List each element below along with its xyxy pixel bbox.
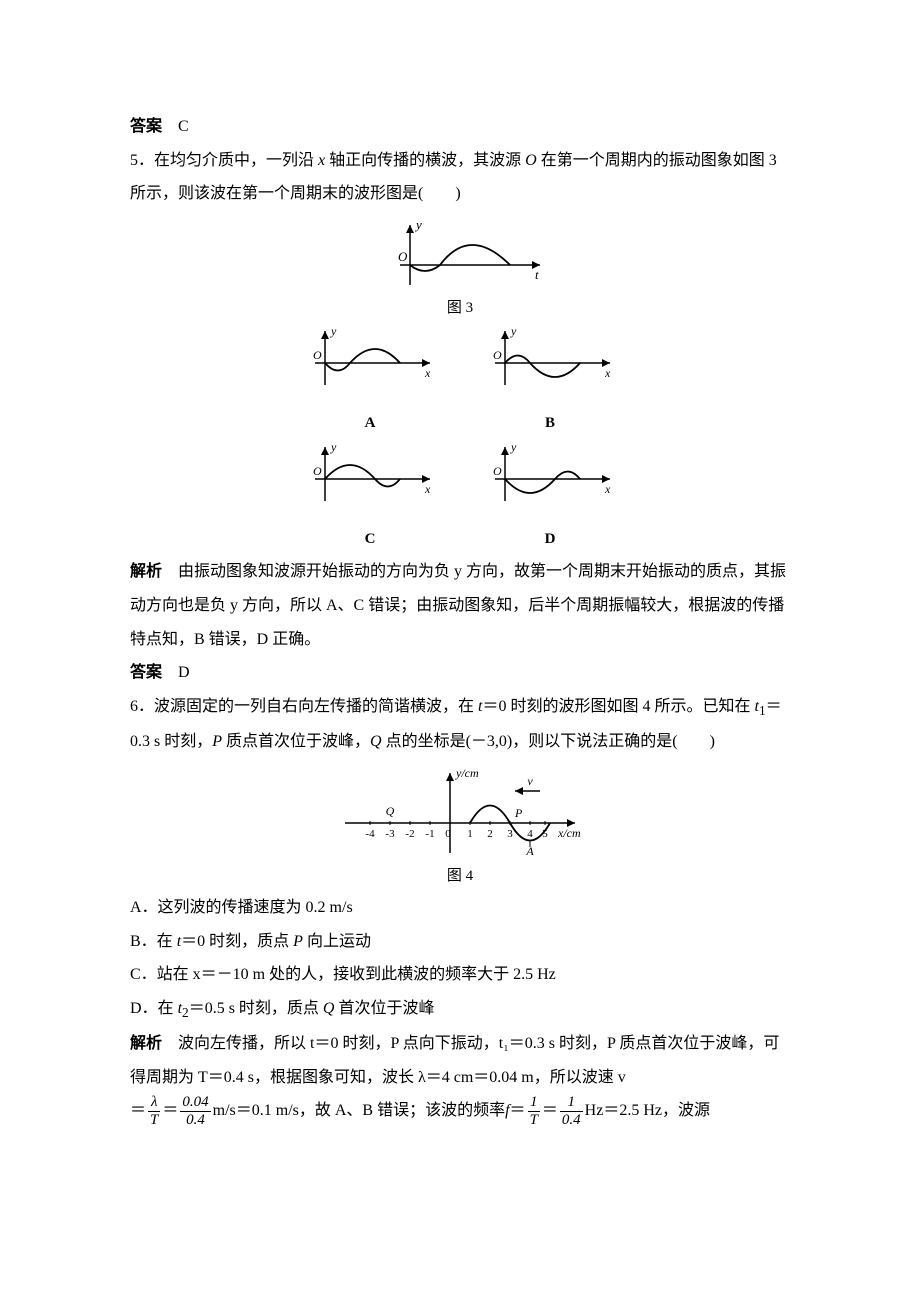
figure-3-svg: y t O bbox=[370, 215, 550, 295]
svg-text:0: 0 bbox=[445, 828, 451, 840]
svg-text:O: O bbox=[493, 464, 502, 478]
fraction-1-04: 1 0.4 bbox=[558, 1094, 585, 1128]
q6-option-C: C．站在 x＝－10 m 处的人，接收到此横波的频率大于 2.5 Hz bbox=[130, 958, 790, 992]
q5-analysis: 解析 由振动图象知波源开始振动的方向为负 y 方向，故第一个周期末开始振动的质点… bbox=[130, 555, 790, 656]
analysis-label: 解析 bbox=[130, 1035, 162, 1052]
q6-text1: 波源固定的一列自右向左传播的简谐横波，在 bbox=[154, 698, 478, 715]
figure-4-svg: -4 -3 -2 -1 0 1 2 3 4 5 bbox=[330, 763, 590, 863]
q5-Ovar: O bbox=[525, 152, 537, 169]
q6-equation-line: ＝ λ T ＝ 0.04 0.4 m/s＝0.1 m/s，故 A、B 错误；该波… bbox=[130, 1094, 790, 1128]
figure-3: y t O 图 3 bbox=[130, 215, 790, 320]
svg-text:y: y bbox=[330, 440, 337, 454]
question-5-stem: 5．在均匀介质中，一列沿 x 轴正向传播的横波，其波源 O 在第一个周期内的振动… bbox=[130, 144, 790, 211]
q6-option-A: A．这列波的传播速度为 0.2 m/s bbox=[130, 891, 790, 925]
svg-text:-4: -4 bbox=[365, 828, 375, 840]
q5-option-C: y x O C bbox=[300, 439, 440, 555]
q5-number: 5． bbox=[130, 152, 154, 169]
svg-text:x: x bbox=[424, 366, 431, 380]
figure-4-label: 图 4 bbox=[130, 865, 790, 888]
question-6-stem: 6．波源固定的一列自右向左传播的简谐横波，在 t＝0 时刻的波形图如图 4 所示… bbox=[130, 690, 790, 759]
answer-block-5: 答案 D bbox=[130, 656, 790, 690]
option-A-label: A bbox=[300, 408, 440, 440]
svg-text:y: y bbox=[510, 440, 517, 454]
q6-Qvar: Q bbox=[370, 733, 382, 750]
svg-text:y/cm: y/cm bbox=[455, 766, 479, 780]
svg-text:2: 2 bbox=[487, 828, 493, 840]
svg-text:-1: -1 bbox=[425, 828, 434, 840]
option-D-label: D bbox=[480, 524, 620, 556]
q5-option-B: y x O B bbox=[480, 323, 620, 439]
svg-text:O: O bbox=[313, 348, 322, 362]
q6-text4: 质点首次位于波峰， bbox=[222, 733, 370, 750]
q6-Pvar: P bbox=[212, 733, 222, 750]
svg-text:P: P bbox=[514, 806, 523, 820]
svg-text:O: O bbox=[493, 348, 502, 362]
q6-number: 6． bbox=[130, 698, 154, 715]
svg-text:v: v bbox=[527, 774, 533, 788]
figure-3-label: 图 3 bbox=[130, 297, 790, 320]
svg-text:x: x bbox=[424, 482, 431, 496]
q6-option-D: D．在 t2＝0.5 s 时刻，质点 Q 首次位于波峰 bbox=[130, 992, 790, 1027]
q5-options-row2: y x O C y x O D bbox=[130, 439, 790, 555]
svg-text:1: 1 bbox=[467, 828, 473, 840]
svg-text:4: 4 bbox=[527, 828, 533, 840]
svg-text:t: t bbox=[535, 267, 539, 282]
answer-value: D bbox=[178, 664, 190, 681]
q5-analysis-text: 由振动图象知波源开始振动的方向为负 y 方向，故第一个周期末开始振动的质点，其振… bbox=[130, 563, 786, 647]
q6-analysis-1: 解析 波向左传播，所以 t＝0 时刻，P 点向下振动，t₁＝0.3 s 时刻，P… bbox=[130, 1027, 790, 1094]
answer-label: 答案 bbox=[130, 118, 162, 135]
svg-text:-3: -3 bbox=[385, 828, 395, 840]
figure-4: -4 -3 -2 -1 0 1 2 3 4 5 bbox=[130, 763, 790, 888]
q5-option-D: y x O D bbox=[480, 439, 620, 555]
q6-text5: 点的坐标是(－3,0)，则以下说法正确的是( ) bbox=[382, 733, 715, 750]
svg-text:-2: -2 bbox=[405, 828, 414, 840]
q5-text2: 轴正向传播的横波，其波源 bbox=[325, 152, 525, 169]
option-C-label: C bbox=[300, 524, 440, 556]
svg-text:y: y bbox=[414, 217, 422, 232]
svg-text:y: y bbox=[510, 324, 517, 338]
document-page: 答案 C 5．在均匀介质中，一列沿 x 轴正向传播的横波，其波源 O 在第一个周… bbox=[0, 0, 920, 1302]
q6-t1sub: 1 bbox=[759, 703, 766, 718]
answer-value: C bbox=[178, 118, 189, 135]
svg-text:O: O bbox=[398, 249, 408, 264]
answer-label: 答案 bbox=[130, 664, 162, 681]
fraction-1-T: 1 T bbox=[526, 1094, 542, 1128]
q5-options-row1: y x O A y x O B bbox=[130, 323, 790, 439]
q6-text2: ＝0 时刻的波形图如图 4 所示。已知在 bbox=[482, 698, 754, 715]
q5-option-A: y x O A bbox=[300, 323, 440, 439]
fraction-lambda-T: λ T bbox=[146, 1094, 162, 1128]
svg-text:O: O bbox=[313, 464, 322, 478]
fraction-004-04: 0.04 0.4 bbox=[178, 1094, 212, 1128]
svg-text:Q: Q bbox=[386, 804, 395, 818]
q6-option-B: B．在 t＝0 时刻，质点 P 向上运动 bbox=[130, 925, 790, 959]
svg-text:x: x bbox=[604, 482, 611, 496]
svg-text:x/cm: x/cm bbox=[557, 826, 581, 840]
analysis-label: 解析 bbox=[130, 563, 162, 580]
answer-block-4: 答案 C bbox=[130, 110, 790, 144]
q5-text1: 在均匀介质中，一列沿 bbox=[154, 152, 318, 169]
svg-text:y: y bbox=[330, 324, 337, 338]
svg-text:x: x bbox=[604, 366, 611, 380]
option-B-label: B bbox=[480, 408, 620, 440]
svg-text:3: 3 bbox=[507, 828, 513, 840]
